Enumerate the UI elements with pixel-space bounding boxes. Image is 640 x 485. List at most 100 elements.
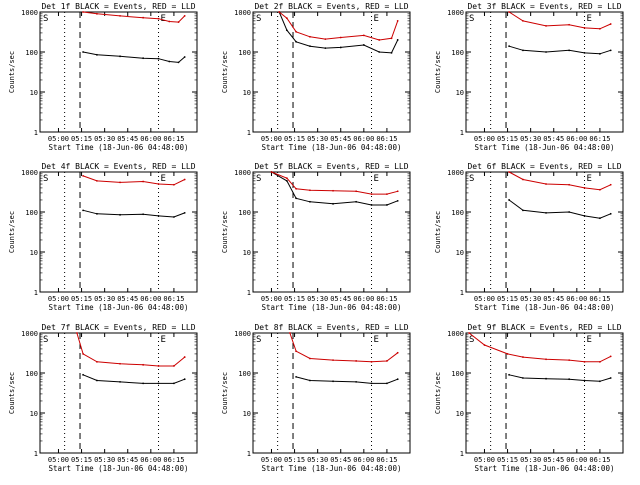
data-point-events xyxy=(355,200,358,203)
plot-frame xyxy=(252,171,411,293)
x-tick-label: 05:00 xyxy=(474,135,495,143)
x-tick-label: 06:00 xyxy=(566,135,587,143)
series-line-events xyxy=(508,45,611,55)
data-point-events xyxy=(183,56,186,58)
series-line-events xyxy=(83,51,186,63)
data-point-lld xyxy=(545,358,547,361)
chart-title: Det 8f BLACK = Events, RED = LLD xyxy=(254,323,408,332)
data-point-events xyxy=(599,380,601,383)
y-tick-label: 10 xyxy=(243,89,251,97)
data-point-lld xyxy=(545,24,547,27)
data-point-lld xyxy=(599,27,601,30)
y-tick-label: 10 xyxy=(456,249,464,257)
data-point-events xyxy=(609,49,612,52)
x-tick-label: 05:45 xyxy=(543,135,564,143)
chart-panel-8: Det 8f BLACK = Events, RED = LLD 1 10 100 10… xyxy=(221,323,411,473)
plot-frame xyxy=(39,11,198,133)
data-point-lld xyxy=(362,34,365,37)
chart-title: Det 9f BLACK = Events, RED = LLD xyxy=(467,323,621,332)
data-point-lld xyxy=(609,23,612,25)
data-point-lld xyxy=(295,30,297,33)
x-tick-label: 05:00 xyxy=(48,456,69,464)
x-axis-label: Start Time (18-Jun-06 04:48:00) xyxy=(262,464,402,473)
x-tick-label: 06:15 xyxy=(163,295,184,303)
data-point-lld xyxy=(609,355,612,358)
data-point-lld xyxy=(370,360,373,363)
y-tick-label: 1000 xyxy=(447,9,464,17)
data-point-lld xyxy=(173,183,175,186)
x-tick-label: 05:15 xyxy=(284,295,305,303)
plot-frame xyxy=(39,332,198,454)
data-point-events xyxy=(173,382,175,385)
data-point-events xyxy=(386,204,388,206)
data-point-events xyxy=(545,51,547,53)
data-point-lld xyxy=(157,183,160,185)
data-point-lld xyxy=(568,359,571,362)
data-point-lld xyxy=(545,183,547,185)
data-point-lld xyxy=(508,171,510,173)
x-tick-label: 05:00 xyxy=(261,295,282,303)
data-point-events xyxy=(96,53,98,56)
y-axis-label: Counts/sec xyxy=(434,51,442,93)
s-marker-label: S xyxy=(43,14,48,24)
data-point-lld xyxy=(583,187,586,189)
data-point-lld xyxy=(522,356,524,358)
x-tick-label: 05:45 xyxy=(543,295,564,303)
y-tick-label: 1 xyxy=(34,450,38,458)
y-axis-label: Counts/sec xyxy=(221,372,229,414)
data-point-lld xyxy=(168,20,171,23)
x-tick-label: 05:45 xyxy=(117,456,138,464)
data-point-events xyxy=(339,46,342,49)
x-tick-label: 05:00 xyxy=(48,295,69,303)
e-marker-label: E xyxy=(161,174,166,184)
e-marker-label: E xyxy=(374,14,379,24)
x-tick-label: 05:15 xyxy=(284,456,305,464)
data-point-events xyxy=(177,61,180,64)
series-line-lld xyxy=(278,11,399,41)
y-tick-label: 10 xyxy=(243,249,251,257)
chart-title: Det 1f BLACK = Events, RED = LLD xyxy=(41,2,195,11)
data-point-events xyxy=(295,40,297,43)
data-point-lld xyxy=(522,178,524,181)
x-tick-label: 06:15 xyxy=(589,456,610,464)
x-tick-label: 05:45 xyxy=(117,295,138,303)
y-tick-label: 10 xyxy=(456,410,464,418)
y-tick-label: 1 xyxy=(34,129,38,137)
data-point-lld xyxy=(309,189,311,192)
data-point-lld xyxy=(96,179,98,182)
y-tick-label: 1 xyxy=(460,289,464,297)
y-axis-label: Counts/sec xyxy=(434,372,442,414)
data-point-lld xyxy=(609,183,612,186)
x-tick-label: 06:15 xyxy=(163,135,184,143)
x-tick-label: 05:45 xyxy=(543,456,564,464)
data-point-events xyxy=(355,380,358,383)
y-tick-label: 100 xyxy=(25,49,38,57)
data-point-lld xyxy=(183,14,186,17)
data-point-lld xyxy=(177,21,180,23)
series-line-events xyxy=(278,11,399,54)
series-line-lld xyxy=(83,11,186,23)
data-point-lld xyxy=(386,193,388,196)
data-point-events xyxy=(508,199,510,201)
y-axis-label: Counts/sec xyxy=(221,51,229,93)
data-point-lld xyxy=(378,39,381,41)
y-tick-label: 1000 xyxy=(21,169,38,177)
x-tick-label: 06:15 xyxy=(589,295,610,303)
data-point-lld xyxy=(183,178,186,181)
e-marker-label: E xyxy=(587,174,592,184)
data-point-lld xyxy=(583,27,586,29)
x-tick-label: 05:15 xyxy=(71,295,92,303)
x-tick-label: 05:15 xyxy=(497,456,518,464)
data-point-events xyxy=(522,377,524,379)
x-tick-label: 06:00 xyxy=(353,295,374,303)
plot-frame xyxy=(465,332,624,454)
y-tick-label: 10 xyxy=(30,410,38,418)
data-point-lld xyxy=(173,365,175,367)
data-point-lld xyxy=(309,35,311,38)
series-line-lld xyxy=(289,332,399,363)
data-point-events xyxy=(96,212,98,215)
data-point-lld xyxy=(82,353,84,355)
data-point-lld xyxy=(506,353,509,355)
